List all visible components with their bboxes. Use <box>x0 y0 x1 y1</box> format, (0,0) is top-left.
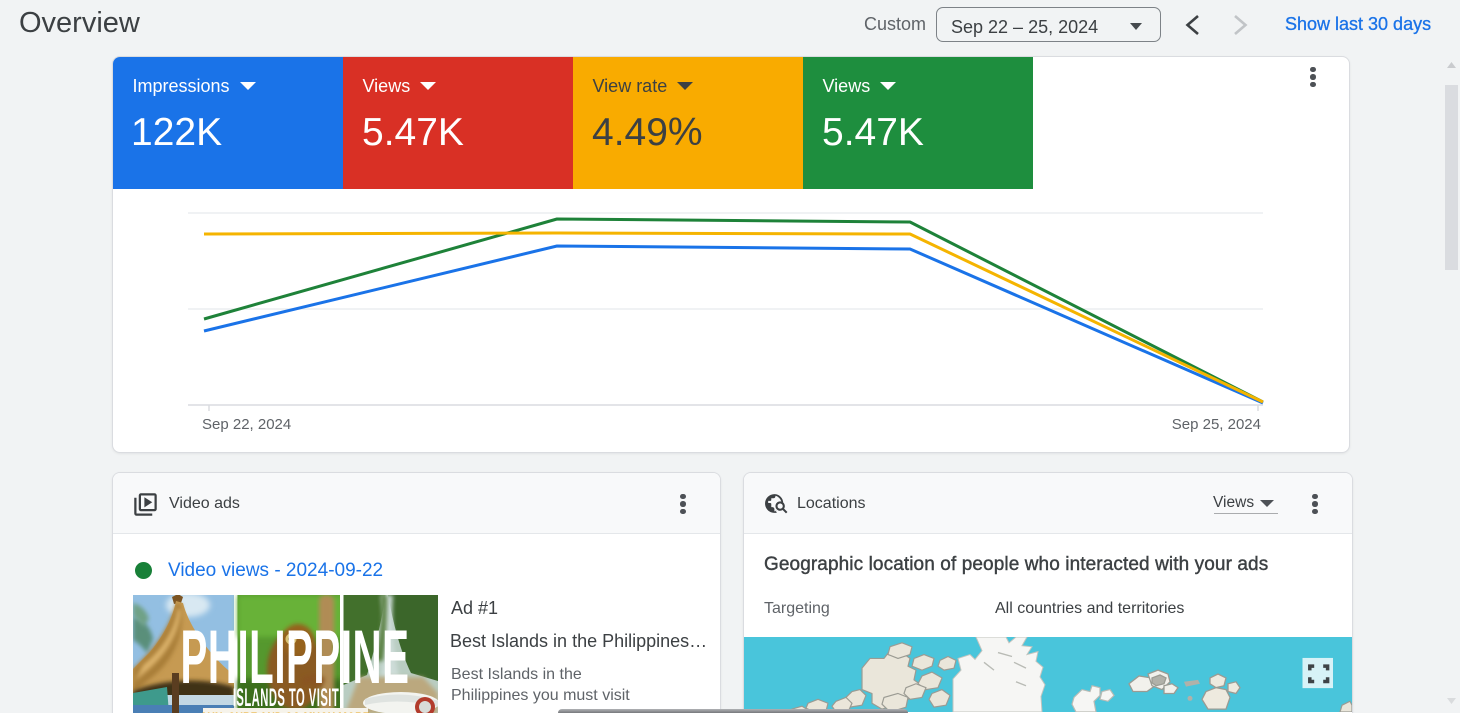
svg-text:ISLANDS TO VISIT: ISLANDS TO VISIT <box>233 684 339 712</box>
svg-text:PHILIPPINE: PHILIPPINE <box>180 614 409 699</box>
svg-text:SUN, SURF AND SO MUCH MORE: SUN, SURF AND SO MUCH MORE <box>200 708 370 713</box>
